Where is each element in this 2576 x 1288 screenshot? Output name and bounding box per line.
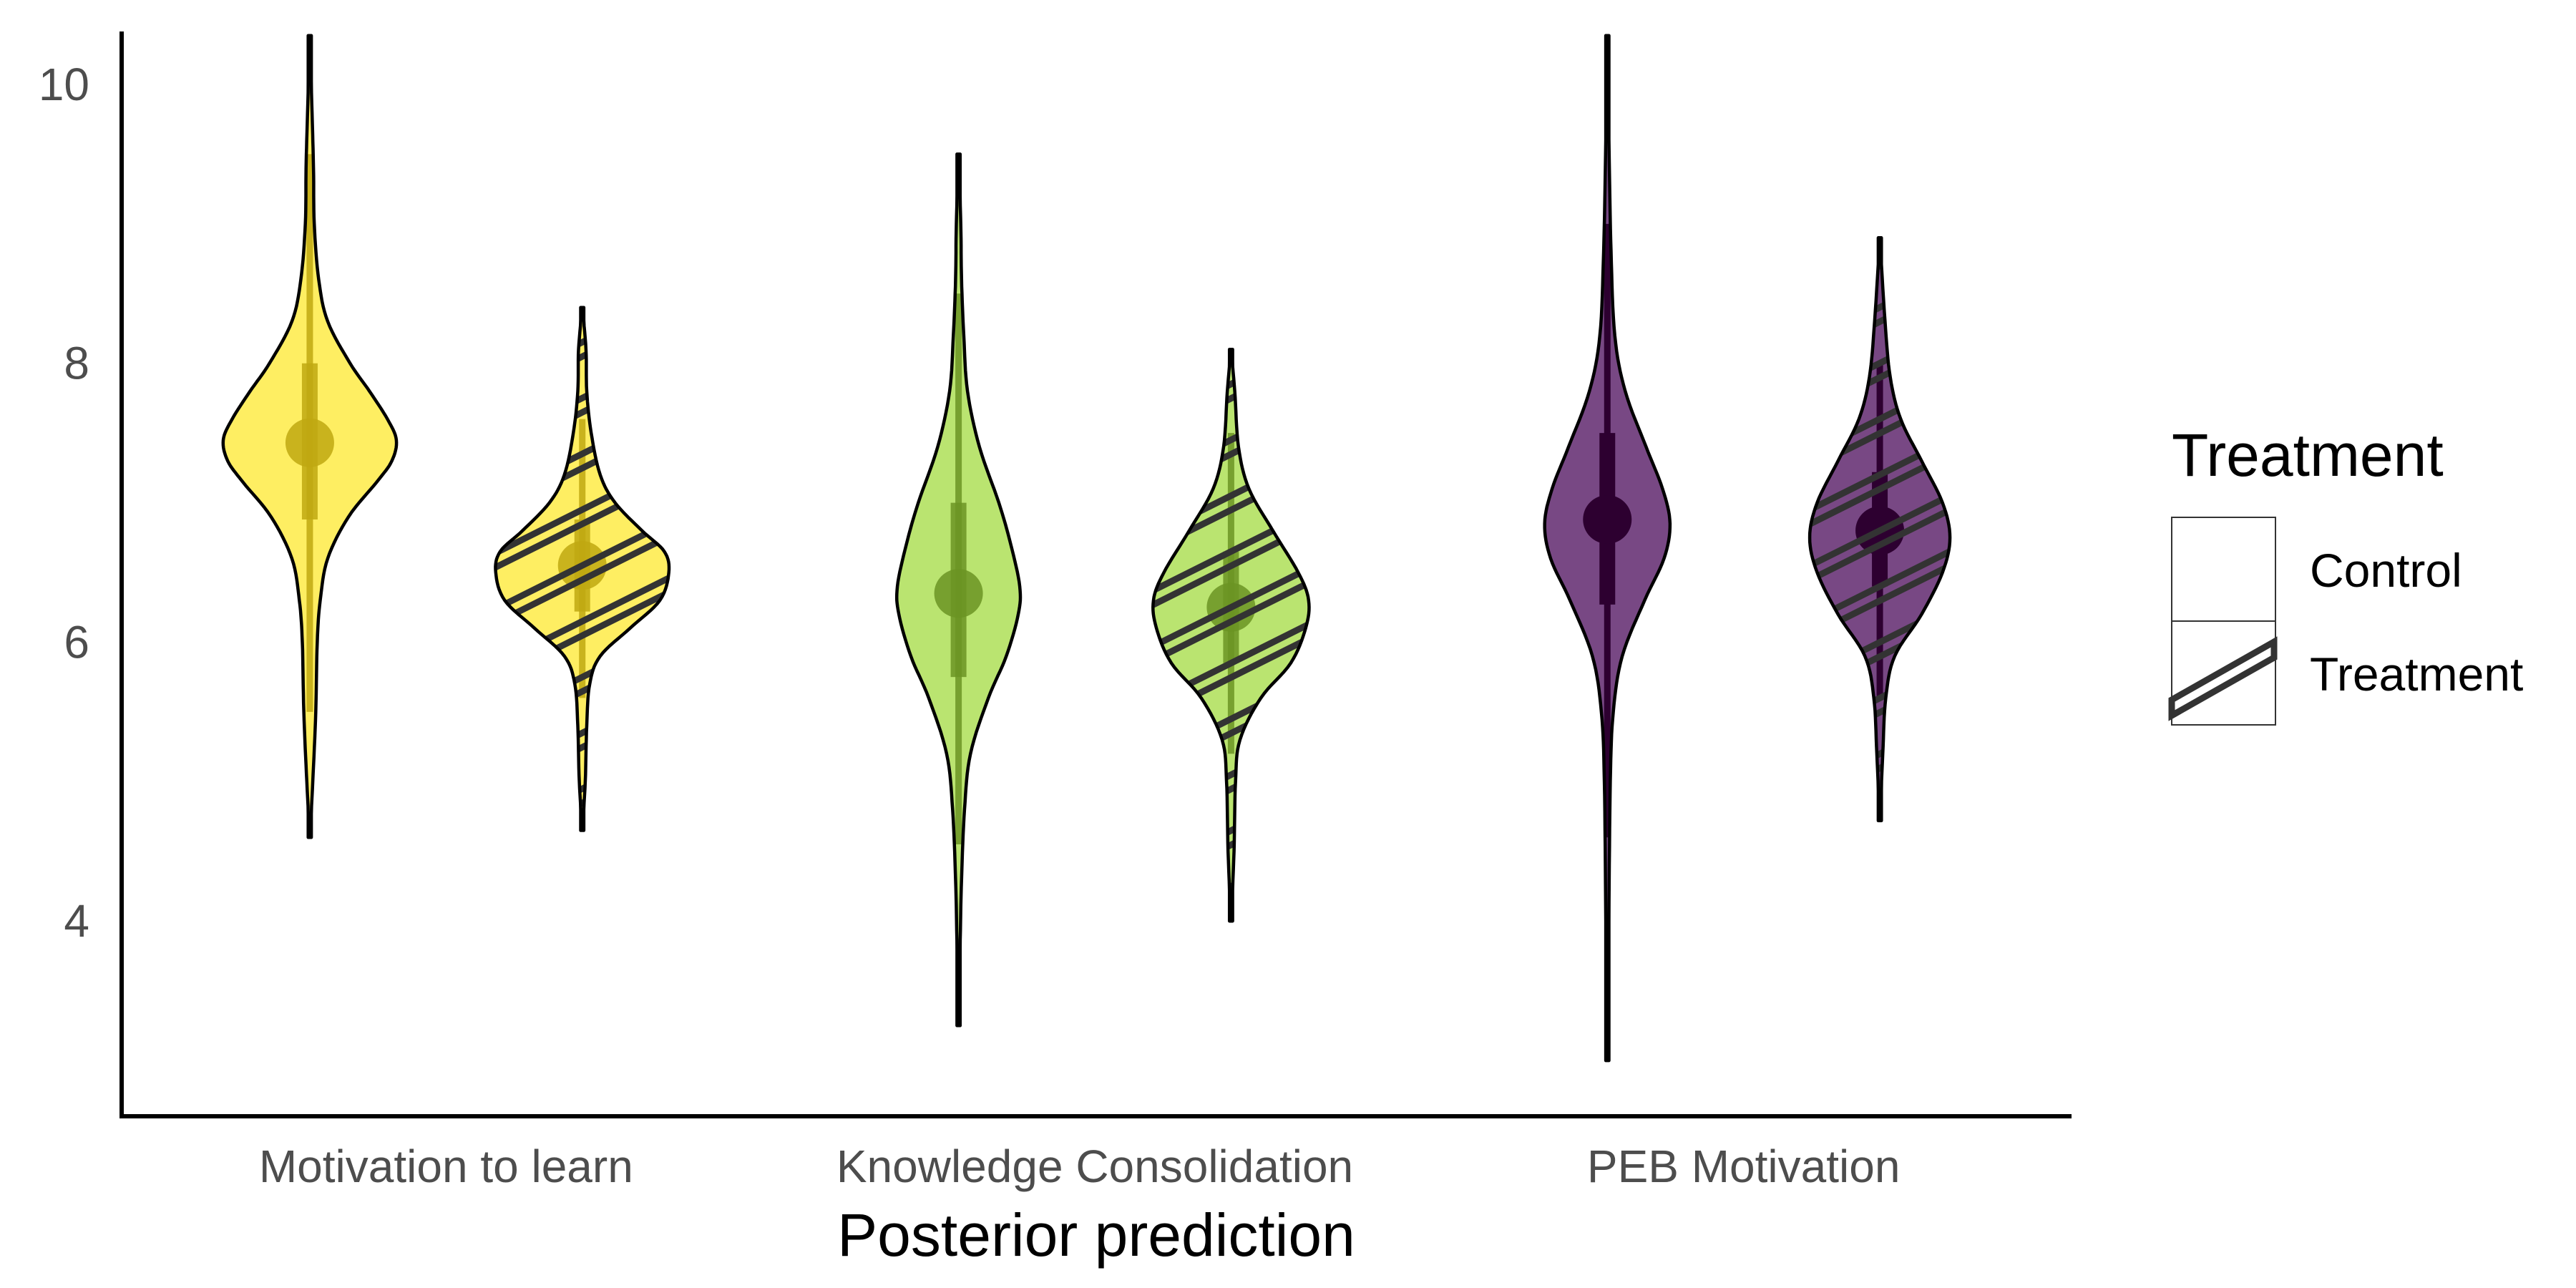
hatch-stripe xyxy=(495,484,669,676)
hatch-stripe xyxy=(495,307,669,494)
hatch-stripe xyxy=(1153,399,1309,592)
violin-peb-motivation-control xyxy=(1543,34,1672,1063)
hatch-stripe xyxy=(1153,511,1309,703)
hatch-stripe xyxy=(1153,748,1309,922)
legend-label-treatment: Treatment xyxy=(2310,648,2523,701)
hatch-stripe xyxy=(1810,238,1951,404)
median-point xyxy=(285,418,334,467)
hatch-stripe xyxy=(495,307,669,439)
violin-motivation-to-learn-control xyxy=(221,34,399,839)
hatch-stripe xyxy=(1810,658,1951,821)
hatch-stripe xyxy=(1810,560,1951,753)
hatch-stripe xyxy=(495,307,669,453)
hatch-stripe xyxy=(495,693,669,831)
hatch-stripe xyxy=(1810,490,1951,683)
hatch-pattern xyxy=(495,307,669,831)
hatch-stripe xyxy=(1153,469,1309,662)
x-tick-labels: Motivation to learn Knowledge Consolidati… xyxy=(259,1141,1901,1192)
hatch-stripe xyxy=(1810,281,1951,474)
hatch-stripe xyxy=(1810,434,1951,627)
violin-knowledge-consolidation-treatment xyxy=(1151,347,1311,923)
legend: Treatment Control Treatment xyxy=(2168,421,2523,726)
legend-hatch-icon xyxy=(2168,636,2278,721)
violin-knowledge-consolidation-control xyxy=(894,152,1023,1028)
hatch-stripe xyxy=(495,428,669,620)
hatch-stripe xyxy=(495,316,669,509)
hatch-stripe xyxy=(1810,238,1951,362)
y-tick-label: 4 xyxy=(64,895,89,947)
hatch-stripe xyxy=(495,372,669,565)
median-point xyxy=(1583,494,1632,544)
hatch-stripe xyxy=(1810,602,1951,794)
hatch-stripe xyxy=(495,358,669,550)
violin-outline xyxy=(1807,236,1952,823)
violin-peb-motivation-treatment xyxy=(1807,236,1952,823)
hatch-stripe xyxy=(1810,449,1951,641)
y-tick-labels: 4 6 8 10 xyxy=(39,59,89,947)
x-tick-label: Knowledge Consolidation xyxy=(836,1141,1353,1192)
hatch-stripe xyxy=(1810,379,1951,571)
hatch-stripe xyxy=(1153,414,1309,606)
hatch-stripe xyxy=(1810,546,1951,738)
hatch-stripe xyxy=(1810,323,1951,515)
hatch-stripe xyxy=(495,651,669,831)
hatch-stripe xyxy=(495,540,669,732)
violin-outline xyxy=(894,152,1023,1028)
hatch-stripe xyxy=(1153,693,1309,885)
hatch-stripe xyxy=(1153,567,1309,759)
legend-label-control: Control xyxy=(2310,544,2462,597)
hatch-stripe xyxy=(1810,337,1951,530)
hatch-stripe xyxy=(1153,358,1309,550)
y-tick-label: 10 xyxy=(39,59,89,110)
legend-key-control xyxy=(2171,517,2276,622)
violins-layer xyxy=(221,34,1952,1063)
hatch-stripe xyxy=(1153,678,1309,871)
x-tick-label: Motivation to learn xyxy=(259,1141,633,1192)
hatch-stripe xyxy=(1153,349,1309,494)
hatch-stripe xyxy=(1153,455,1309,648)
hatch-stripe xyxy=(1810,616,1951,809)
hatch-stripe xyxy=(495,707,669,831)
hatch-stripe xyxy=(495,637,669,829)
median-point xyxy=(934,569,983,618)
hatch-stripe xyxy=(495,581,669,774)
hatch-stripe xyxy=(1153,734,1309,922)
y-tick-label: 8 xyxy=(64,338,89,389)
hatch-stripe xyxy=(495,414,669,606)
y-tick-label: 6 xyxy=(64,616,89,668)
violin-outline xyxy=(221,34,399,839)
legend-title: Treatment xyxy=(2172,421,2444,489)
hatch-stripe xyxy=(1810,238,1951,418)
hatch-stripe xyxy=(1153,525,1309,718)
hatch-stripe xyxy=(1153,349,1309,480)
hatch-stripe xyxy=(1153,581,1309,774)
hatch-stripe xyxy=(1153,790,1309,922)
hatch-stripe xyxy=(1810,672,1951,821)
hatch-stripe xyxy=(1153,637,1309,829)
x-tick-label: PEB Motivation xyxy=(1587,1141,1901,1192)
x-axis-title: Posterior prediction xyxy=(837,1201,1355,1269)
hatch-pattern xyxy=(1810,238,1951,821)
violin-outline xyxy=(1151,347,1311,923)
hatch-stripe xyxy=(495,525,669,718)
hatch-stripe xyxy=(495,595,669,788)
hatch-stripe xyxy=(1810,393,1951,585)
violin-outline xyxy=(494,306,671,832)
violin-outline xyxy=(1543,34,1672,1063)
hatch-stripe xyxy=(1810,267,1951,459)
hatch-stripe xyxy=(495,469,669,662)
hatch-stripe xyxy=(1153,623,1309,815)
hatch-pattern xyxy=(1153,349,1309,922)
hatch-stripe xyxy=(1153,349,1309,536)
violin-motivation-to-learn-treatment xyxy=(494,306,671,832)
hatch-stripe xyxy=(1810,504,1951,697)
